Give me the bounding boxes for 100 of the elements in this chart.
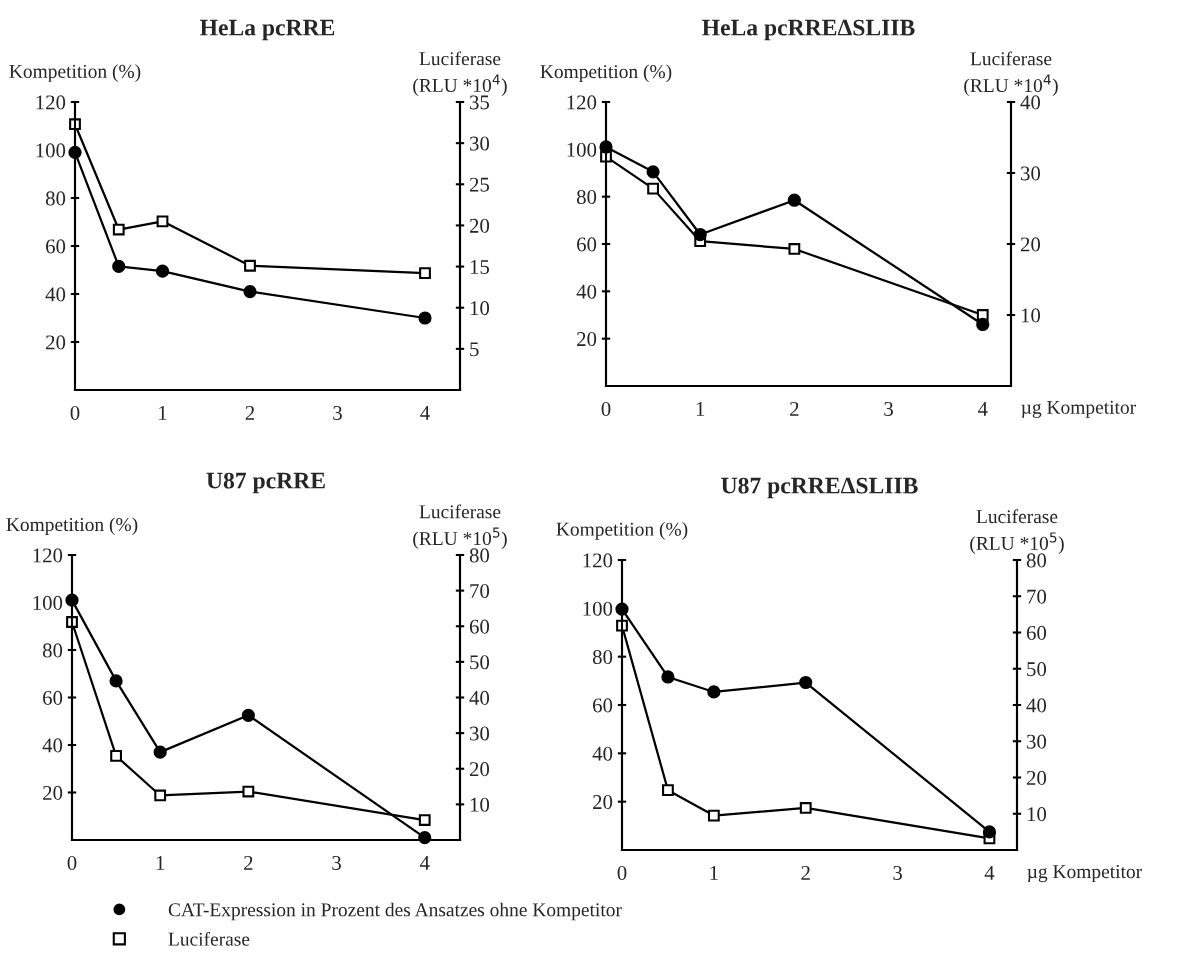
y2-tick-label: 10 <box>1021 308 1041 323</box>
y2-tick-label: 30 <box>1027 734 1047 749</box>
x-tick-label: 3 <box>332 855 341 870</box>
point <box>68 145 82 159</box>
x-tick-label: 3 <box>884 401 893 416</box>
y2-tick-label: 35 <box>470 95 490 110</box>
y-tick-label: 120 <box>36 95 66 110</box>
y2-tick-label: 70 <box>470 584 490 599</box>
y-tick-label: 60 <box>46 239 66 254</box>
x-axis-title: µg Kompetitor <box>1027 865 1142 883</box>
y2-tick-label: 30 <box>470 136 490 151</box>
point <box>241 708 255 722</box>
x-tick-label: 1 <box>696 401 705 416</box>
x-tick-label: 2 <box>790 401 799 416</box>
point <box>418 814 431 826</box>
y2-tick-label: 70 <box>1027 589 1047 604</box>
point <box>647 182 659 195</box>
y-axis-title: Kompetition (%) <box>6 517 138 536</box>
y-axis-title: Kompetition (%) <box>556 522 688 540</box>
point <box>242 785 255 798</box>
chart-title: U87 pcRRE <box>206 472 325 494</box>
x-tick-label: 4 <box>420 406 430 420</box>
point <box>155 264 170 278</box>
y2-tick-label: 5 <box>470 342 479 357</box>
y2-tick-label: 30 <box>470 726 490 741</box>
y-tick-label: 80 <box>576 190 597 205</box>
point <box>646 165 660 179</box>
point <box>788 243 801 255</box>
x-tick-label: 3 <box>893 865 902 880</box>
y2-tick-label: 15 <box>470 260 490 274</box>
point <box>976 317 990 332</box>
y-tick-label: 60 <box>593 698 613 713</box>
y-tick-label: 120 <box>567 95 597 110</box>
y2-tick-label: 25 <box>469 177 490 192</box>
x-tick-label: 1 <box>710 865 718 880</box>
y2-tick-label: 10 <box>1027 807 1047 822</box>
x-tick-label: 0 <box>601 401 611 416</box>
y-tick-label: 120 <box>583 553 613 568</box>
x-tick-label: 0 <box>617 865 627 880</box>
y-tick-label: 100 <box>33 595 63 610</box>
legend-label: CAT-Expression in Prozent des Ansatzes ohne Kompetitor <box>168 902 622 921</box>
y-tick-label: 40 <box>45 287 66 302</box>
y-axis-title: Kompetition (%) <box>9 64 141 82</box>
y2-tick-label: 20 <box>469 762 490 777</box>
x-tick-label: 4 <box>419 856 430 870</box>
y-tick-label: 80 <box>45 191 66 206</box>
point <box>153 745 167 759</box>
y2-tick-label: 50 <box>1027 662 1047 677</box>
y2-tick-label: 50 <box>470 655 490 670</box>
y2-tick-label: 60 <box>1026 625 1047 640</box>
point <box>982 825 997 839</box>
y-tick-label: 20 <box>577 332 597 347</box>
point <box>707 809 720 822</box>
y-tick-label: 40 <box>576 284 597 299</box>
y2-tick-label: 20 <box>1026 770 1047 785</box>
y2-tick-label: 40 <box>469 690 490 705</box>
point <box>693 227 707 242</box>
y2-tick-label: 20 <box>1020 237 1041 252</box>
y-tick-label: 120 <box>33 548 63 563</box>
point <box>615 602 629 616</box>
point <box>156 215 169 228</box>
legend-label: Luciferase <box>168 931 250 946</box>
y2-tick-label: 10 <box>470 797 490 812</box>
point <box>799 802 812 814</box>
y-tick-label: 20 <box>46 335 66 350</box>
y2-tick-label: 30 <box>1021 166 1041 181</box>
point <box>243 285 257 299</box>
chart-title: U87 pcRREΔSLIIB <box>721 477 918 499</box>
y2-tick-label: 10 <box>470 301 490 316</box>
y2-tick-label: 80 <box>1026 553 1047 568</box>
x-tick-label: 2 <box>244 855 253 870</box>
y-tick-label: 20 <box>43 785 63 800</box>
point <box>787 193 801 207</box>
y-tick-label: 100 <box>583 601 613 616</box>
point <box>419 267 431 280</box>
point <box>799 675 813 690</box>
point <box>662 784 674 797</box>
y2-tick-label: 40 <box>1026 698 1047 713</box>
y2-tick-label: 40 <box>1020 95 1041 110</box>
x-tick-label: 1 <box>156 855 165 870</box>
x-tick-label: 3 <box>333 405 342 420</box>
x-axis-title: µg Kompetitor <box>1021 400 1136 418</box>
x-tick-label: 2 <box>245 405 255 420</box>
point <box>65 593 79 607</box>
x-tick-label: 2 <box>801 865 810 880</box>
point <box>154 789 167 802</box>
point <box>661 670 675 684</box>
y-tick-label: 20 <box>593 795 613 810</box>
y-tick-label: 40 <box>592 746 613 761</box>
point <box>244 259 256 272</box>
y-tick-label: 80 <box>42 643 63 658</box>
y-axis-title: Kompetition (%) <box>540 64 672 83</box>
x-tick-label: 0 <box>67 855 77 870</box>
y-tick-label: 100 <box>36 143 66 158</box>
x-tick-label: 1 <box>159 405 167 420</box>
y2-axis-title: Luciferase (RLU *10$^{5}$) <box>970 509 1064 554</box>
point <box>418 311 432 325</box>
y-tick-label: 40 <box>42 738 63 753</box>
y2-tick-label: 80 <box>469 548 490 563</box>
x-tick-label: 4 <box>977 402 988 416</box>
